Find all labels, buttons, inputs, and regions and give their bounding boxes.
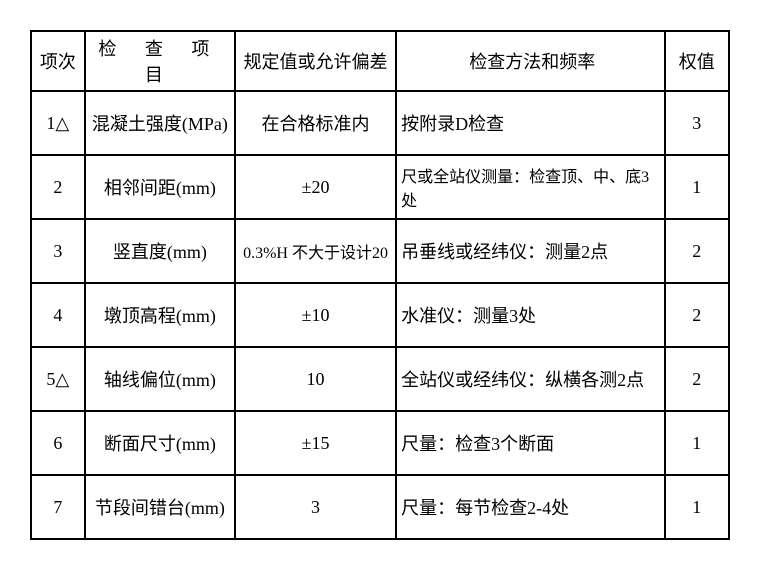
cell-item: 竖直度(mm) <box>85 219 235 283</box>
cell-method: 尺量：每节检查2-4处 <box>396 475 664 539</box>
cell-weight: 1 <box>665 475 729 539</box>
cell-weight: 2 <box>665 283 729 347</box>
cell-item: 轴线偏位(mm) <box>85 347 235 411</box>
cell-seq: 1△ <box>31 91 85 155</box>
cell-method: 水准仪：测量3处 <box>396 283 664 347</box>
cell-method: 全站仪或经纬仪：纵横各测2点 <box>396 347 664 411</box>
cell-item: 相邻间距(mm) <box>85 155 235 219</box>
table-row: 4 墩顶高程(mm) ±10 水准仪：测量3处 2 <box>31 283 729 347</box>
table-row: 7 节段间错台(mm) 3 尺量：每节检查2-4处 1 <box>31 475 729 539</box>
cell-spec: 10 <box>235 347 396 411</box>
cell-spec: ±15 <box>235 411 396 475</box>
table-header-row: 项次 检 查 项 目 规定值或允许偏差 检查方法和频率 权值 <box>31 31 729 91</box>
cell-item: 节段间错台(mm) <box>85 475 235 539</box>
table-body: 1△ 混凝土强度(MPa) 在合格标准内 按附录D检查 3 2 相邻间距(mm)… <box>31 91 729 539</box>
cell-weight: 3 <box>665 91 729 155</box>
cell-weight: 2 <box>665 219 729 283</box>
cell-seq: 2 <box>31 155 85 219</box>
cell-method: 按附录D检查 <box>396 91 664 155</box>
cell-weight: 1 <box>665 411 729 475</box>
cell-weight: 1 <box>665 155 729 219</box>
table-row: 6 断面尺寸(mm) ±15 尺量：检查3个断面 1 <box>31 411 729 475</box>
cell-item: 混凝土强度(MPa) <box>85 91 235 155</box>
header-seq: 项次 <box>31 31 85 91</box>
cell-weight: 2 <box>665 347 729 411</box>
cell-method: 尺或全站仪测量：检查顶、中、底3处 <box>396 155 664 219</box>
cell-spec: 0.3%H 不大于设计20 <box>235 219 396 283</box>
cell-item: 断面尺寸(mm) <box>85 411 235 475</box>
cell-spec: ±10 <box>235 283 396 347</box>
cell-item: 墩顶高程(mm) <box>85 283 235 347</box>
table-row: 5△ 轴线偏位(mm) 10 全站仪或经纬仪：纵横各测2点 2 <box>31 347 729 411</box>
cell-method: 尺量：检查3个断面 <box>396 411 664 475</box>
cell-seq: 7 <box>31 475 85 539</box>
header-spec: 规定值或允许偏差 <box>235 31 396 91</box>
cell-seq: 3 <box>31 219 85 283</box>
cell-method: 吊垂线或经纬仪：测量2点 <box>396 219 664 283</box>
cell-seq: 4 <box>31 283 85 347</box>
table-row: 3 竖直度(mm) 0.3%H 不大于设计20 吊垂线或经纬仪：测量2点 2 <box>31 219 729 283</box>
header-item: 检 查 项 目 <box>85 31 235 91</box>
table-row: 2 相邻间距(mm) ±20 尺或全站仪测量：检查顶、中、底3处 1 <box>31 155 729 219</box>
cell-seq: 5△ <box>31 347 85 411</box>
inspection-table: 项次 检 查 项 目 规定值或允许偏差 检查方法和频率 权值 1△ 混凝土强度(… <box>30 30 730 540</box>
cell-spec: ±20 <box>235 155 396 219</box>
table-row: 1△ 混凝土强度(MPa) 在合格标准内 按附录D检查 3 <box>31 91 729 155</box>
header-method: 检查方法和频率 <box>396 31 664 91</box>
cell-seq: 6 <box>31 411 85 475</box>
cell-spec: 在合格标准内 <box>235 91 396 155</box>
cell-spec: 3 <box>235 475 396 539</box>
header-weight: 权值 <box>665 31 729 91</box>
